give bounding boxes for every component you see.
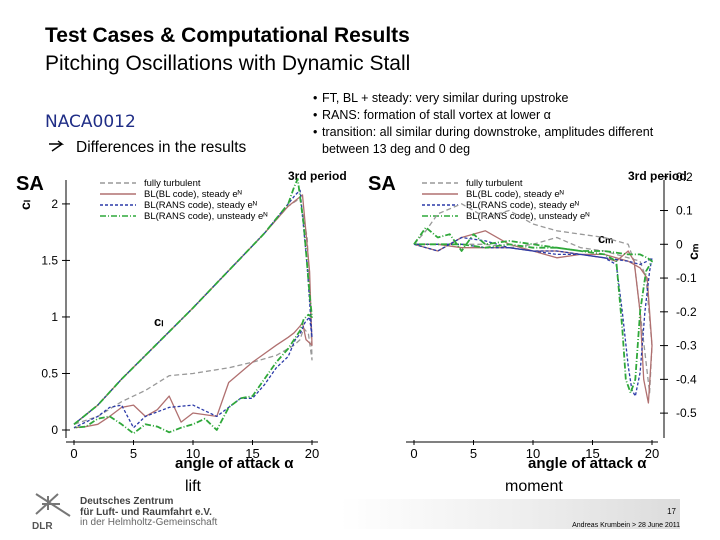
legend-label: BL(RANS code), steady eᴺ <box>144 200 257 211</box>
org-line: in der Helmholtz-Gemeinschaft <box>80 517 218 528</box>
y-tick-label: 0.1 <box>676 204 693 218</box>
legend-label: fully turbulent <box>466 178 523 189</box>
finding-item: FT, BL + steady: very similar during ups… <box>313 90 653 107</box>
y-tick-label: 1 <box>51 310 58 324</box>
x-tick-label: 0 <box>70 446 77 461</box>
y-tick-label: 0 <box>676 237 683 251</box>
y-tick-label: -0.3 <box>676 339 697 353</box>
y-tick-label: -0.5 <box>676 406 697 420</box>
slide-subtitle: Pitching Oscillations with Dynamic Stall <box>45 52 411 75</box>
legend-label: BL(RANS code), steady eᴺ <box>466 200 579 211</box>
series-line <box>73 178 313 435</box>
legend-label: BL(RANS code), unsteady eᴺ <box>144 211 267 222</box>
airfoil-name: NACA0012 <box>45 112 136 132</box>
x-axis-label: angle of attack α <box>175 455 294 472</box>
x-tick-label: 20 <box>645 446 659 461</box>
series-line <box>413 230 653 404</box>
finding-item: RANS: formation of stall vortex at lower… <box>313 107 653 124</box>
y-tick-label: 0.5 <box>41 366 58 380</box>
period-label: 3rd period <box>628 169 687 183</box>
footer-bar <box>340 499 680 529</box>
y-tick-label: -0.4 <box>676 372 697 386</box>
x-tick-label: 5 <box>130 446 137 461</box>
x-tick-label: 15 <box>245 446 259 461</box>
series-line <box>413 226 653 394</box>
model-label: SA <box>16 173 44 195</box>
organization-name: Deutsches Zentrum für Luft- und Raumfahr… <box>80 496 218 529</box>
x-tick-label: 0 <box>410 446 417 461</box>
differences-text: Differences in the results <box>76 139 247 156</box>
y-tick-label: 0.2 <box>676 170 693 184</box>
y-tick-label: -0.2 <box>676 305 697 319</box>
x-tick-label: 15 <box>585 446 599 461</box>
org-line: Deutsches Zentrum <box>80 496 174 507</box>
org-line: für Luft- und Raumfahrt e.V. <box>80 506 212 518</box>
findings-list: FT, BL + steady: very similar during ups… <box>313 90 653 158</box>
page-number: 17 <box>667 507 676 516</box>
lift-chart: 0 5 10 15 20 angle of attack α 0 0.5 1 1.5 2 cₗ SA 3r… <box>16 169 347 472</box>
series-line <box>73 197 313 425</box>
author-date: Andreas Krumbein > 28 June 2011 <box>572 522 680 529</box>
dlr-logo: DLR <box>30 492 76 537</box>
x-axis-label: angle of attack α <box>528 455 647 472</box>
legend-label: BL(RANS code), unsteady eᴺ <box>466 211 589 222</box>
finding-item: between 13 deg and 0 deg <box>322 142 471 156</box>
x-tick-label: 10 <box>186 446 200 461</box>
y-tick-label: -0.1 <box>676 271 697 285</box>
series-line <box>413 203 653 394</box>
y-tick-label: 0 <box>51 423 58 437</box>
moment-caption: moment <box>505 478 563 495</box>
curve-label: cₗ <box>154 314 163 329</box>
differences-note: Differences in the results <box>48 139 246 157</box>
y-tick-label: 1.5 <box>41 253 58 267</box>
x-tick-label: 5 <box>470 446 477 461</box>
series-line <box>413 236 653 397</box>
x-tick-label: 10 <box>526 446 540 461</box>
model-label: SA <box>368 173 396 195</box>
y-axis-label: cₗ <box>17 200 33 210</box>
y-axis-label: cₘ <box>685 243 701 260</box>
logo-text: DLR <box>32 521 53 532</box>
series-line <box>73 189 313 429</box>
y-tick-label: 2 <box>51 197 58 211</box>
finding-item: transition: all similar during downstrok… <box>313 124 653 141</box>
period-label: 3rd period <box>288 169 347 183</box>
legend-label: fully turbulent <box>144 178 201 189</box>
slide-title: Test Cases & Computational Results <box>45 24 410 47</box>
x-tick-label: 20 <box>305 446 319 461</box>
legend-label: BL(BL code), steady eᴺ <box>144 189 242 200</box>
lift-caption: lift <box>185 478 201 495</box>
legend-label: BL(BL code), steady eᴺ <box>466 189 564 200</box>
arrow-bullet-icon <box>48 139 68 157</box>
